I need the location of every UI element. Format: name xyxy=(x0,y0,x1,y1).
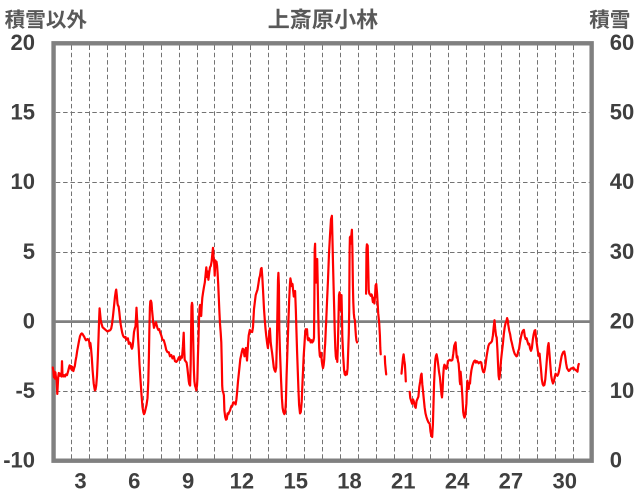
svg-text:3: 3 xyxy=(74,469,86,494)
svg-text:5: 5 xyxy=(23,239,35,264)
svg-text:30: 30 xyxy=(552,469,576,494)
svg-text:12: 12 xyxy=(230,469,254,494)
svg-text:20: 20 xyxy=(610,308,634,333)
svg-text:50: 50 xyxy=(610,100,634,125)
svg-text:24: 24 xyxy=(445,469,470,494)
svg-text:60: 60 xyxy=(610,30,634,55)
svg-text:27: 27 xyxy=(499,469,523,494)
svg-text:6: 6 xyxy=(128,469,140,494)
svg-text:0: 0 xyxy=(610,448,622,473)
svg-text:20: 20 xyxy=(11,30,35,55)
svg-text:0: 0 xyxy=(23,308,35,333)
svg-text:10: 10 xyxy=(610,378,634,403)
svg-text:10: 10 xyxy=(11,169,35,194)
svg-text:9: 9 xyxy=(182,469,194,494)
svg-text:18: 18 xyxy=(337,469,361,494)
svg-text:30: 30 xyxy=(610,239,634,264)
svg-text:15: 15 xyxy=(11,100,35,125)
svg-text:-10: -10 xyxy=(3,448,35,473)
svg-text:21: 21 xyxy=(391,469,415,494)
svg-text:40: 40 xyxy=(610,169,634,194)
svg-text:15: 15 xyxy=(283,469,307,494)
svg-text:-5: -5 xyxy=(15,378,35,403)
